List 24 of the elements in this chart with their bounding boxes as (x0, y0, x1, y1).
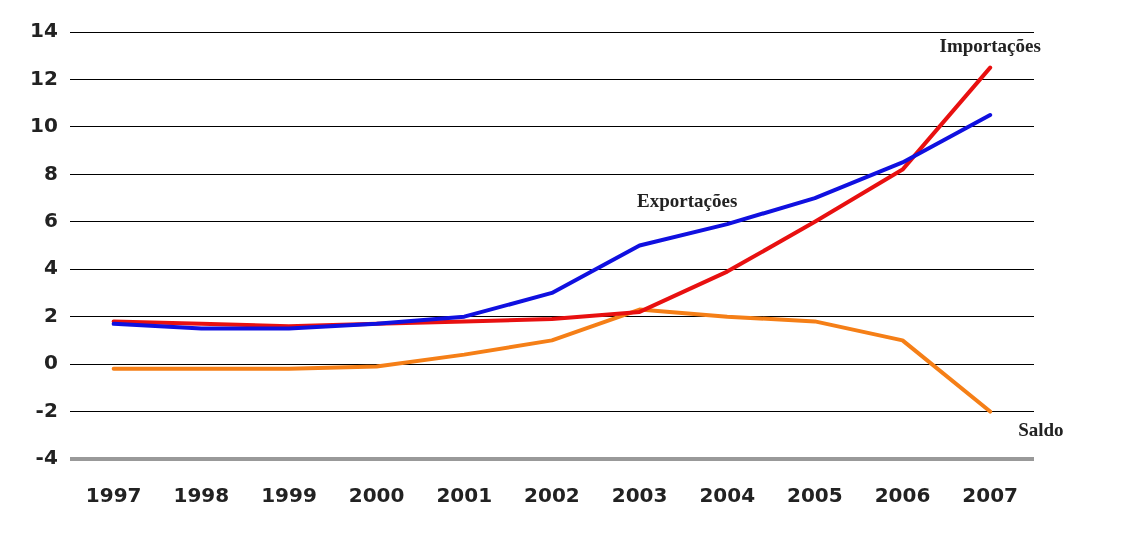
y-tick-label: 10 (29, 113, 58, 138)
y-tick-label: -4 (35, 445, 58, 470)
x-tick-label: 2001 (436, 483, 493, 508)
y-tick-label: 14 (29, 18, 58, 43)
x-tick-label: 2004 (699, 483, 756, 508)
series-label: Saldo (1018, 419, 1064, 441)
x-tick-label: 1998 (173, 483, 230, 508)
x-tick-label: 2003 (611, 483, 668, 508)
series-label: Exportações (637, 190, 738, 212)
y-tick-label: 8 (43, 160, 58, 185)
y-tick-label: 0 (43, 350, 58, 375)
x-tick-label: 1999 (261, 483, 317, 508)
y-tick-label: -2 (35, 397, 58, 422)
x-tick-label: 2002 (524, 483, 580, 508)
x-tick-label: 2000 (348, 483, 405, 508)
y-tick-label: 12 (29, 65, 58, 90)
x-tick-label: 2005 (787, 483, 843, 508)
series-label: Importações (939, 35, 1041, 57)
x-tick-label: 2006 (874, 483, 931, 508)
x-tick-label: 1997 (85, 483, 142, 508)
y-tick-label: 6 (43, 207, 58, 232)
x-tick-label: 2007 (962, 483, 1019, 508)
y-tick-label: 4 (43, 255, 58, 280)
y-tick-label: 2 (43, 302, 58, 327)
